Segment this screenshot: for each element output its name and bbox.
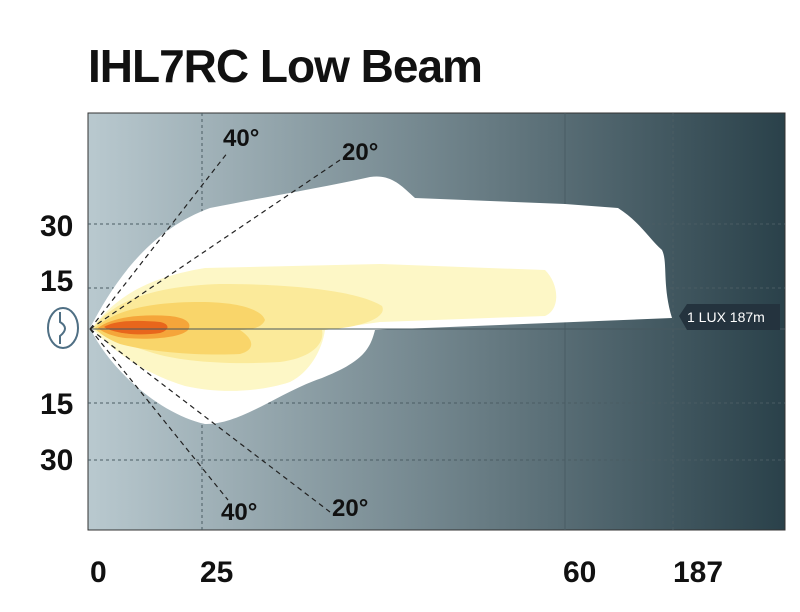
angle-guides [89,151,341,513]
x-tick-label: 187 [673,556,723,589]
y-tick-label: 15 [40,265,73,298]
angle-label-40-upper: 40° [223,125,259,152]
angle-label-20-lower: 20° [332,495,368,522]
angle-guide-40-lower [89,328,229,501]
lux-label: 1 LUX 187m [687,309,765,325]
beam-zones [90,176,672,425]
angle-label-40-lower: 40° [221,499,257,526]
angle-label-20-upper: 20° [342,139,378,166]
y-axis: 30 15 15 30 [40,210,73,477]
chart-title: IHL7RC Low Beam [88,40,482,92]
beam-zone-hot [104,320,168,335]
headlamp-icon [47,307,79,349]
x-tick-label: 60 [563,556,596,589]
lux-annotation: 1 LUX 187m [679,304,780,330]
y-tick-label: 30 [40,210,73,243]
y-tick-label: 15 [40,388,73,421]
x-tick-label: 25 [200,556,233,589]
lux-badge [679,304,780,330]
x-axis: 0 25 60 187 [90,556,723,589]
angle-guide-40-upper [89,151,229,330]
x-tick-label: 0 [90,556,107,589]
y-tick-label: 30 [40,444,73,477]
